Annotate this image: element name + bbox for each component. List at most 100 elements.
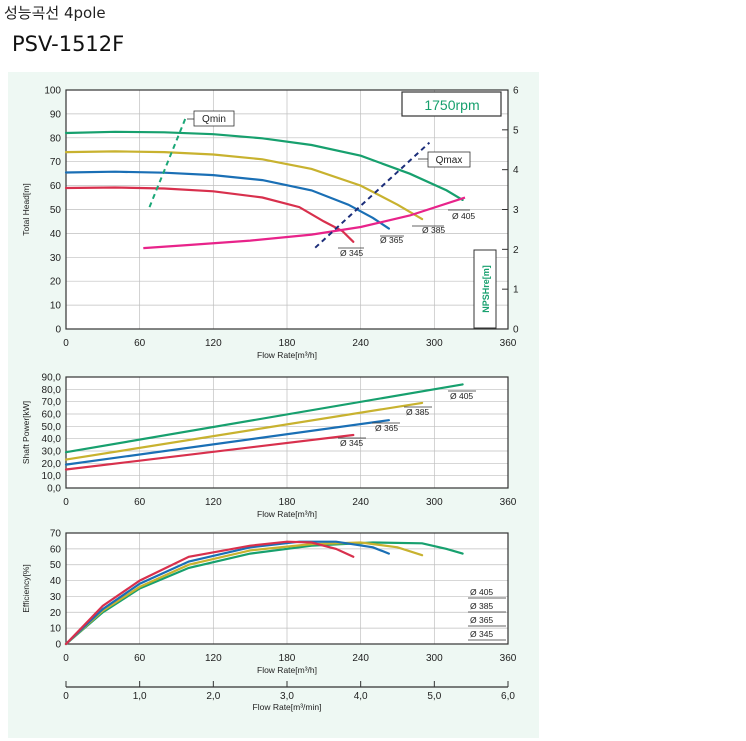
head-ytick-label: 10 <box>50 301 62 312</box>
power-series-label: Ø 405 <box>450 391 473 401</box>
head-y2tick-label: 6 <box>513 86 519 97</box>
head-series-label: Ø 385 <box>422 225 445 235</box>
flow-min-tick-label: 4,0 <box>354 691 368 702</box>
shaft-power-xtick-label: 60 <box>134 497 146 508</box>
efficiency-legend-label: Ø 405 <box>470 587 493 597</box>
efficiency-legend-label: Ø 365 <box>470 615 493 625</box>
rpm-box <box>401 91 502 117</box>
efficiency-series-345 <box>64 540 355 646</box>
efficiency-ytick-label: 60 <box>50 544 62 555</box>
shaft-power-ytick-label: 30,0 <box>42 447 62 458</box>
power-series-label: Ø 365 <box>375 423 398 433</box>
shaft-power-xtick-label: 360 <box>500 497 517 508</box>
shaft-power-ytick-label: 20,0 <box>42 459 62 470</box>
shaft-power-series-405 <box>64 383 464 454</box>
head-ytick-label: 30 <box>50 253 62 264</box>
head-series-385 <box>64 150 424 221</box>
efficiency-xtick-label: 180 <box>279 653 296 664</box>
head-xtick-label: 0 <box>63 338 69 349</box>
head-y2tick-label: 1 <box>513 285 519 296</box>
efficiency-series-385 <box>64 541 424 646</box>
head-series-405 <box>64 130 464 201</box>
head-x-axis-label: Flow Rate[m³/h] <box>257 350 317 360</box>
head-ytick-label: 70 <box>50 157 62 168</box>
shaft-power-xtick-label: 240 <box>352 497 369 508</box>
shaft-power-xtick-label: 120 <box>205 497 222 508</box>
power-series-label: Ø 345 <box>340 438 363 448</box>
efficiency-xtick-label: 300 <box>426 653 443 664</box>
qmax-line <box>314 141 431 249</box>
efficiency-ytick-label: 70 <box>50 529 62 540</box>
shaft-power-frame <box>65 376 509 489</box>
shaft-power-series-365 <box>64 419 390 466</box>
shaft-power-ytick-label: 0,0 <box>47 484 61 495</box>
shaft-power-xtick-label: 0 <box>63 497 69 508</box>
flow-min-tick-label: 0 <box>63 691 69 702</box>
qmin-line <box>148 115 188 208</box>
head-series-label: Ø 405 <box>452 211 475 221</box>
shaft-power-series-385 <box>64 401 424 461</box>
efficiency-ytick-label: 40 <box>50 576 62 587</box>
efficiency-ytick-label: 50 <box>50 560 62 571</box>
npsh-curve <box>143 196 466 250</box>
efficiency-ytick-label: 0 <box>55 640 61 651</box>
flow-min-tick-label: 1,0 <box>133 691 147 702</box>
shaft-power-ytick-label: 10,0 <box>42 471 62 482</box>
efficiency-ytick-label: 30 <box>50 592 62 603</box>
qmin-label: Qmin <box>202 114 226 125</box>
shaft-power-ytick-label: 90,0 <box>42 373 62 384</box>
efficiency-xtick-label: 240 <box>352 653 369 664</box>
shaft-power-y-axis-label: Shaft Power[kW] <box>21 401 31 464</box>
efficiency-series-405 <box>64 541 464 646</box>
efficiency-xtick-label: 360 <box>500 653 517 664</box>
shaft-power-ytick-label: 70,0 <box>42 397 62 408</box>
head-series-365 <box>64 170 390 230</box>
head-ytick-label: 20 <box>50 277 62 288</box>
head-xtick-label: 240 <box>352 338 369 349</box>
shaft-power-ytick-label: 80,0 <box>42 385 62 396</box>
efficiency-x-axis-label: Flow Rate[m³/h] <box>257 665 317 675</box>
head-y2tick-label: 4 <box>513 165 519 176</box>
flow-min-tick-label: 6,0 <box>501 691 515 702</box>
efficiency-xtick-label: 60 <box>134 653 146 664</box>
shaft-power-series-345 <box>64 433 355 471</box>
flow-min-tick-label: 2,0 <box>206 691 220 702</box>
head-series-label: Ø 345 <box>340 248 363 258</box>
head-series-label: Ø 365 <box>380 235 403 245</box>
shaft-power-x-axis-label: Flow Rate[m³/h] <box>257 509 317 519</box>
npshre-axis-label: NPSHre[m] <box>481 265 491 313</box>
head-y-axis-label: Total Head[m] <box>21 183 31 235</box>
head-y2tick-label: 0 <box>513 325 519 336</box>
shaft-power-ytick-label: 60,0 <box>42 410 62 421</box>
power-series-label: Ø 385 <box>406 407 429 417</box>
model-title: PSV-1512F <box>12 32 125 56</box>
head-xtick-label: 180 <box>279 338 296 349</box>
efficiency-frame <box>65 532 509 645</box>
qmax-box <box>427 151 471 168</box>
head-ytick-label: 0 <box>55 325 61 336</box>
head-xtick-label: 300 <box>426 338 443 349</box>
shaft-power-ytick-label: 50,0 <box>42 422 62 433</box>
page-title: 성능곡선 4pole <box>4 4 106 22</box>
head-xtick-label: 360 <box>500 338 517 349</box>
head-xtick-label: 120 <box>205 338 222 349</box>
head-ytick-label: 100 <box>44 86 61 97</box>
efficiency-xtick-label: 120 <box>205 653 222 664</box>
head-ytick-label: 90 <box>50 109 62 120</box>
head-ytick-label: 50 <box>50 205 62 216</box>
flow-min-tick-label: 5,0 <box>427 691 441 702</box>
efficiency-legend-label: Ø 385 <box>470 601 493 611</box>
head-ytick-label: 80 <box>50 133 62 144</box>
shaft-power-xtick-label: 180 <box>279 497 296 508</box>
efficiency-ytick-label: 20 <box>50 608 62 619</box>
efficiency-xtick-label: 0 <box>63 653 69 664</box>
flow-min-axis-label: Flow Rate[m³/min] <box>253 702 322 712</box>
efficiency-y-axis-label: Efficiency[%] <box>21 564 31 613</box>
head-xtick-label: 60 <box>134 338 146 349</box>
head-y2tick-label: 3 <box>513 205 519 216</box>
flow-min-tick-label: 3,0 <box>280 691 294 702</box>
qmin-box <box>193 110 235 127</box>
head-ytick-label: 60 <box>50 181 62 192</box>
npshre-label-box <box>473 249 497 329</box>
